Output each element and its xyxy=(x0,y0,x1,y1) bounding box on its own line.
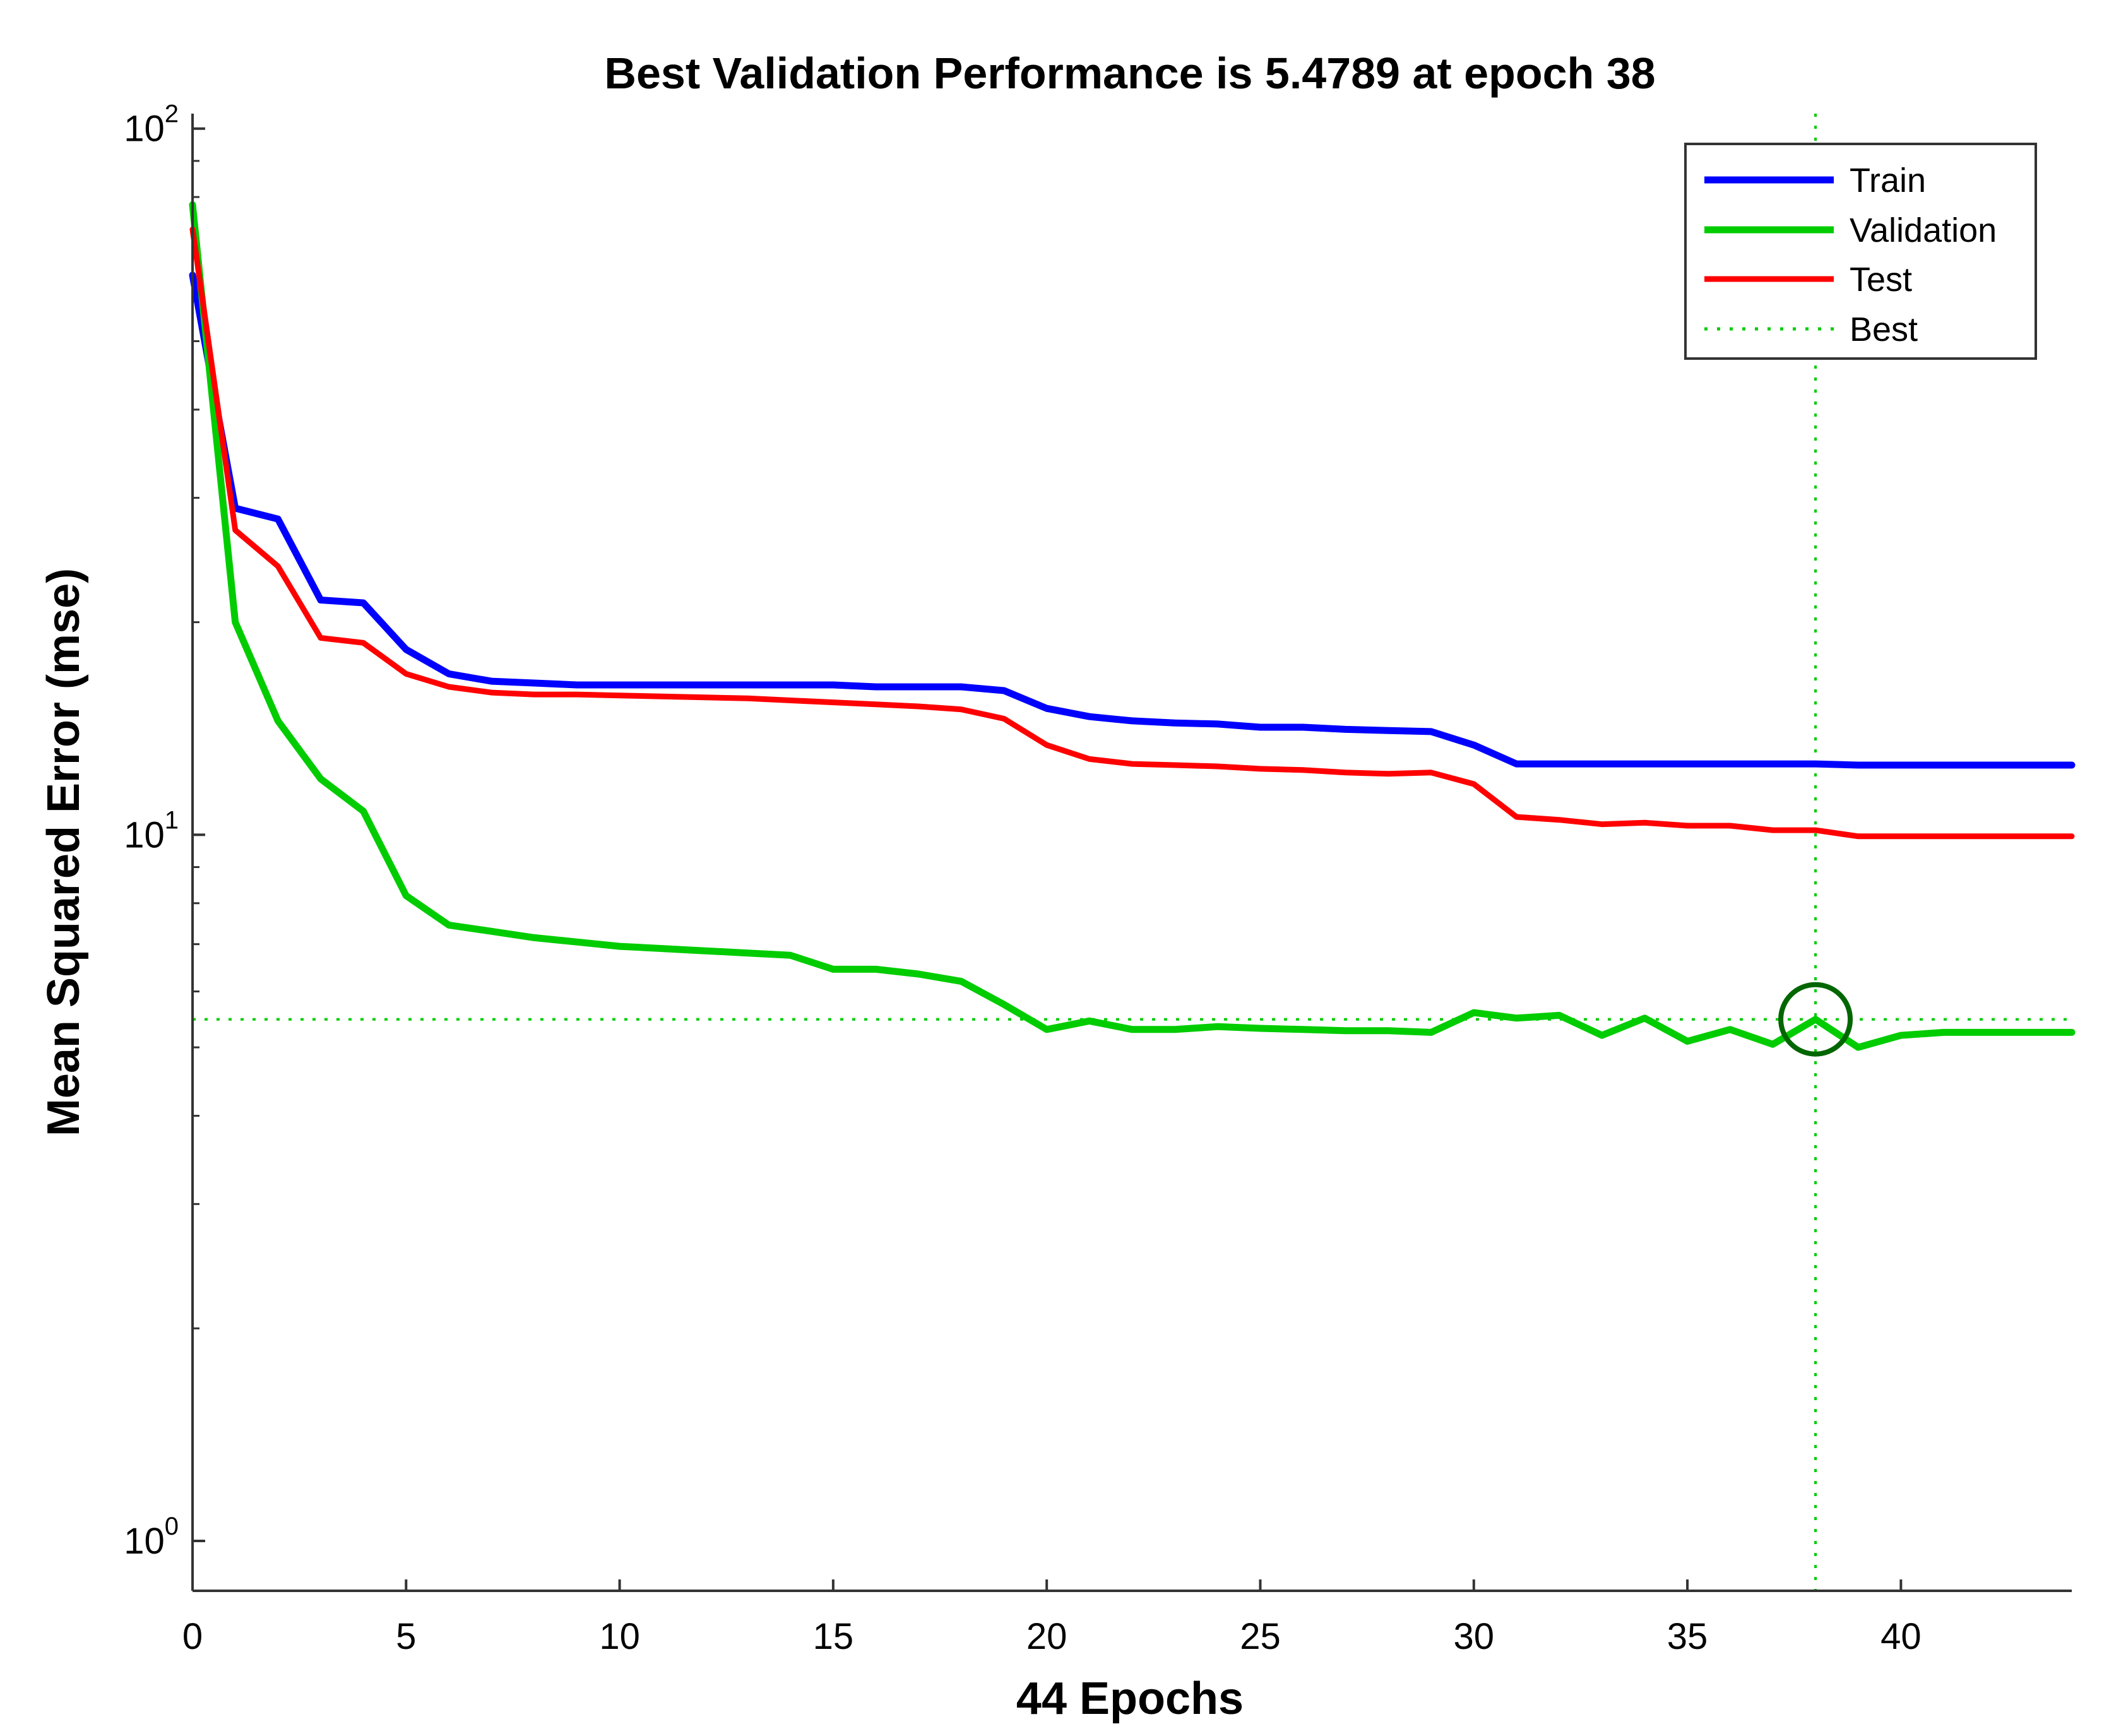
x-axis-label: 44 Epochs xyxy=(1016,1674,1244,1724)
y-tick-label: 100 xyxy=(124,1513,179,1562)
legend-label-train: Train xyxy=(1850,162,1926,199)
legend-label-test: Test xyxy=(1850,261,1912,299)
series-validation-line xyxy=(189,201,2076,1051)
axis-ticks: 0 5 10 15 20 25 30 35 40 100 101 102 xyxy=(124,100,1921,1657)
x-tick-label: 25 xyxy=(1240,1616,1281,1657)
series-train-line xyxy=(189,271,2076,769)
legend-label-validation: Validation xyxy=(1850,211,1997,249)
x-tick-label: 35 xyxy=(1667,1616,1708,1657)
y-tick-label: 101 xyxy=(124,806,179,855)
series-lines xyxy=(189,201,2076,1057)
best-point-marker xyxy=(1778,982,1853,1057)
chart-title: Best Validation Performance is 5.4789 at… xyxy=(604,49,1655,98)
y-tick-label: 102 xyxy=(124,100,179,150)
x-tick-label: 15 xyxy=(813,1616,854,1657)
x-tick-label: 20 xyxy=(1026,1616,1067,1657)
series-test-line xyxy=(189,226,2075,840)
x-tick-label: 0 xyxy=(182,1616,203,1657)
legend: Train Validation Test Best xyxy=(1684,143,2037,360)
best-lines xyxy=(193,114,2072,1591)
x-tick-label: 40 xyxy=(1880,1616,1922,1657)
y-axis-label: Mean Squared Error (mse) xyxy=(39,568,89,1136)
legend-label-best: Best xyxy=(1850,311,1918,348)
x-tick-label: 10 xyxy=(599,1616,640,1657)
x-tick-label: 5 xyxy=(396,1616,416,1657)
x-tick-label: 30 xyxy=(1454,1616,1495,1657)
